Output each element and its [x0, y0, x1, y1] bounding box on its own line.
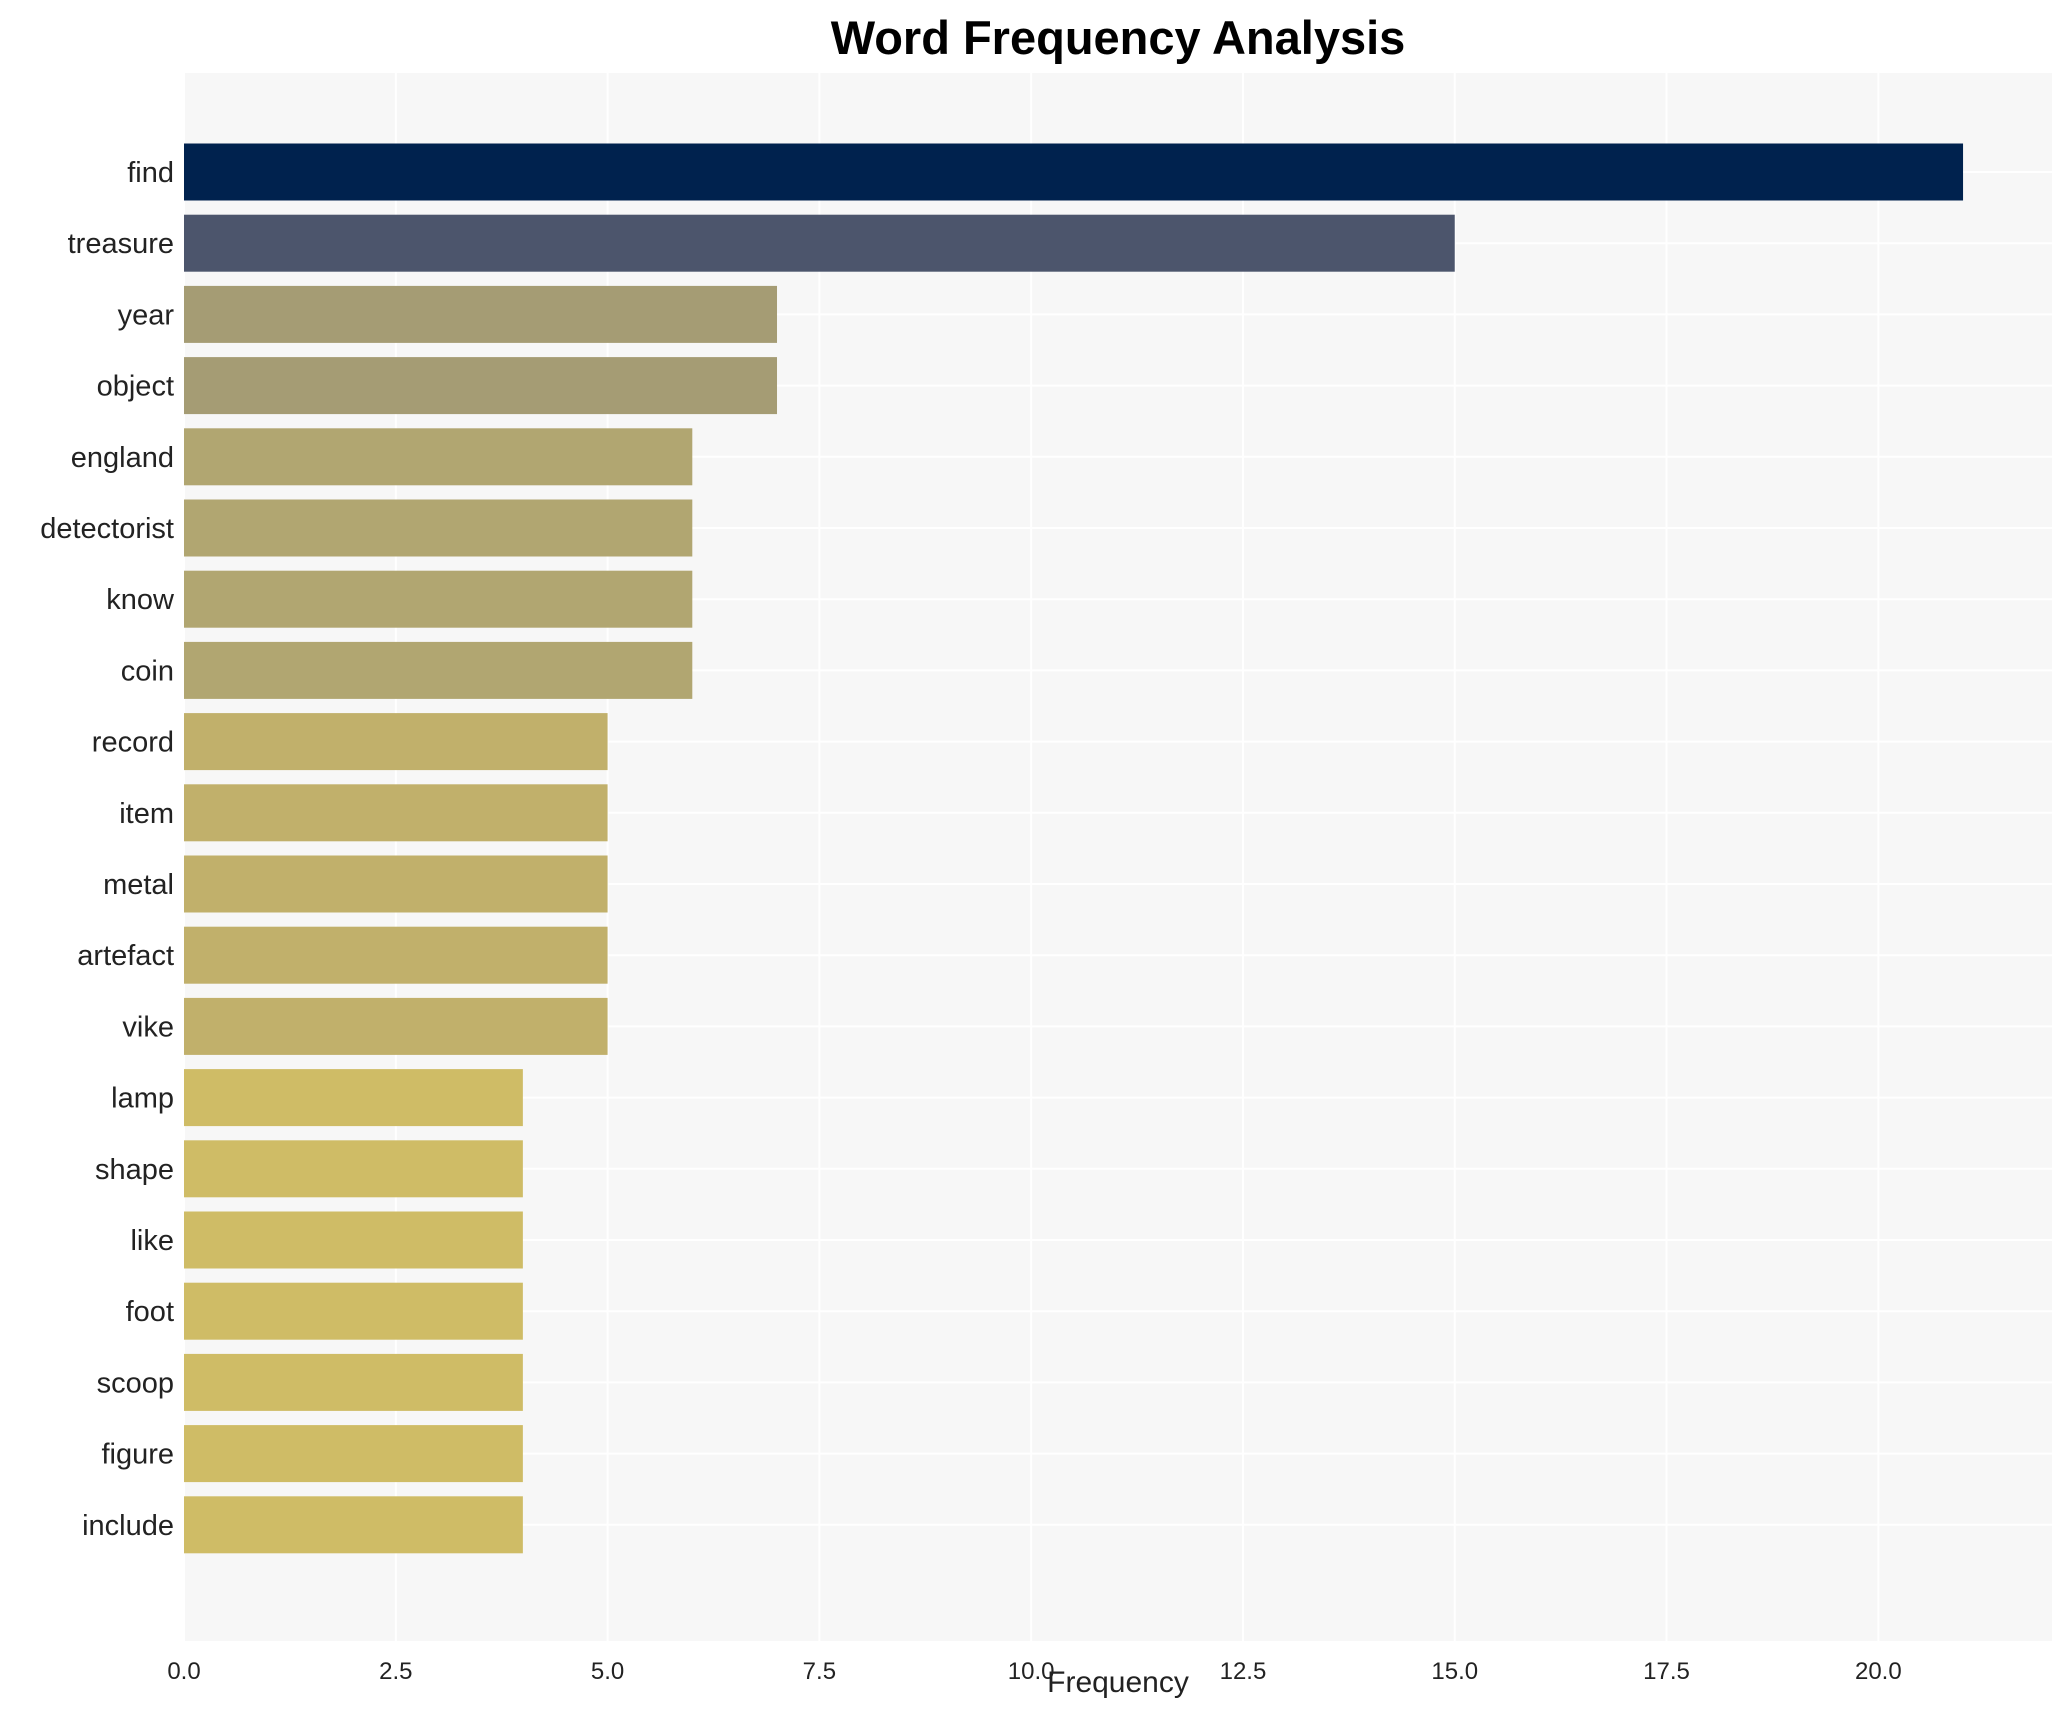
y-tick-label: detectorist	[40, 513, 174, 545]
bar-scoop	[184, 1353, 523, 1411]
y-tick-label: item	[119, 798, 174, 830]
y-tick-label: shape	[95, 1154, 174, 1186]
x-tick-label: 0.0	[167, 1658, 200, 1685]
y-tick-label: know	[106, 584, 175, 616]
y-tick-label: record	[92, 727, 174, 759]
x-tick-label: 5.0	[591, 1658, 624, 1685]
bar-find	[184, 143, 1964, 201]
y-tick-label: include	[82, 1510, 174, 1542]
x-axis-label: Frequency	[1047, 1666, 1189, 1699]
bar-coin	[184, 641, 693, 699]
x-tick-label: 15.0	[1431, 1658, 1478, 1685]
bar-lamp	[184, 1069, 523, 1127]
y-tick-label: metal	[103, 869, 174, 901]
bar-shape	[184, 1140, 523, 1198]
x-tick-label: 12.5	[1220, 1658, 1267, 1685]
bar-detectorist	[184, 499, 693, 557]
bar-like	[184, 1211, 523, 1269]
y-tick-label: like	[130, 1225, 174, 1257]
bar-object	[184, 357, 778, 415]
bar-treasure	[184, 214, 1455, 272]
y-tick-label: year	[118, 299, 175, 331]
bar-include	[184, 1496, 523, 1554]
y-tick-label: object	[97, 371, 174, 403]
y-tick-label: artefact	[77, 940, 174, 972]
bar-year	[184, 285, 778, 343]
y-tick-label: find	[127, 157, 174, 189]
bar-item	[184, 784, 608, 842]
bar-england	[184, 428, 693, 486]
bar-metal	[184, 855, 608, 913]
bar-artefact	[184, 926, 608, 984]
bar-figure	[184, 1425, 523, 1483]
bar-record	[184, 713, 608, 771]
y-tick-label: scoop	[97, 1367, 174, 1399]
y-tick-label: coin	[121, 655, 174, 687]
y-tick-label: england	[71, 442, 174, 474]
chart-title: Word Frequency Analysis	[831, 11, 1406, 64]
y-tick-label: figure	[101, 1439, 174, 1471]
bar-vike	[184, 997, 608, 1055]
x-tick-label: 7.5	[803, 1658, 836, 1685]
y-tick-label: foot	[126, 1296, 174, 1328]
y-tick-label: lamp	[111, 1083, 174, 1115]
x-tick-label: 10.0	[1008, 1658, 1055, 1685]
x-tick-label: 2.5	[379, 1658, 412, 1685]
bar-foot	[184, 1282, 523, 1340]
x-tick-label: 17.5	[1643, 1658, 1690, 1685]
y-tick-label: vike	[122, 1011, 174, 1043]
bar-know	[184, 570, 693, 628]
x-tick-label: 20.0	[1855, 1658, 1902, 1685]
y-tick-label: treasure	[68, 228, 174, 260]
